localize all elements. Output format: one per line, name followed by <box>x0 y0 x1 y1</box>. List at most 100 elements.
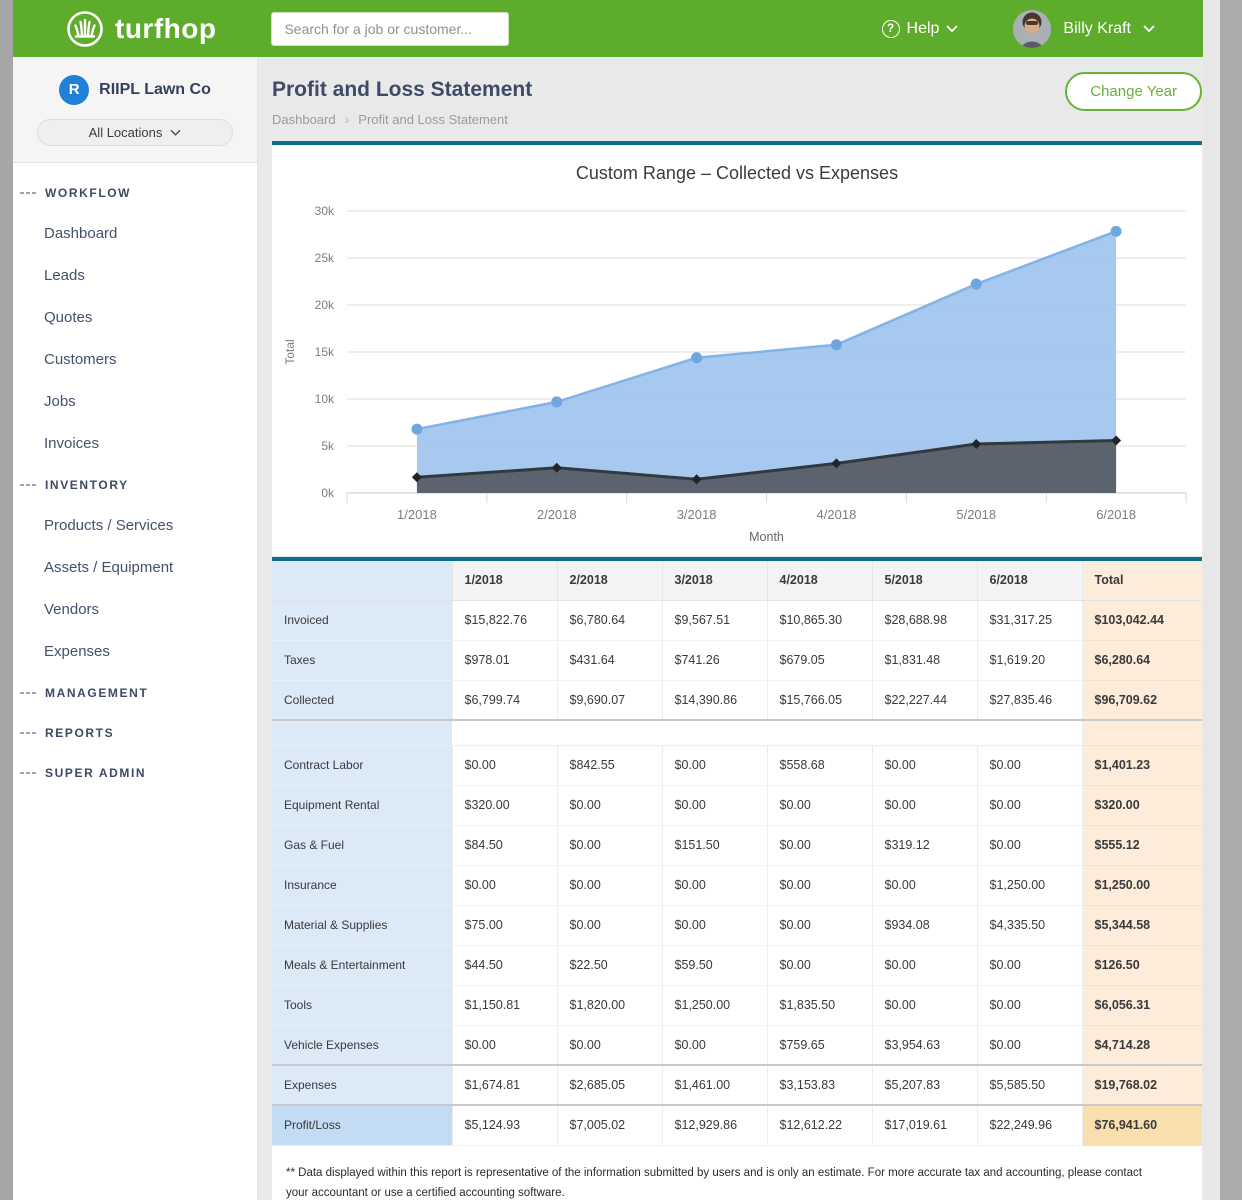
table-row-expenses: Expenses $1,674.81 $2,685.05 $1,461.00 $3,15… <box>272 1064 1202 1106</box>
collected-vs-expenses-chart: Custom Range – Collected vs Expenses 0k 5k… <box>283 163 1187 544</box>
table-cell: $0.00 <box>661 865 767 906</box>
nav-label: Assets / Equipment <box>44 559 174 576</box>
data-point-expenses <box>551 462 562 473</box>
main-content: Profit and Loss Statement Dashboard › Pr… <box>272 57 1202 1200</box>
column-header: 5/2018 <box>871 561 977 601</box>
row-label <box>272 719 452 746</box>
sidebar-item-invoices[interactable]: Invoices <box>13 423 257 465</box>
series-area-expenses <box>416 440 1117 493</box>
row-label: Gas & Fuel <box>272 825 452 866</box>
profit-loss-table-card: 1/2018 2/2018 3/2018 4/2018 5/2018 6/2018 Tota… <box>272 557 1202 1200</box>
sidebar-section-super-admin[interactable]: SUPER ADMIN <box>13 753 257 793</box>
y-axis-tick-label: 5k <box>321 439 335 453</box>
sidebar-item-vendors[interactable]: Vendors <box>13 589 257 631</box>
sidebar-item-customers[interactable]: Customers <box>13 339 257 381</box>
x-axis-tick-label: 5/2018 <box>956 507 996 522</box>
table-cell: $10,865.30 <box>766 600 872 641</box>
column-header: 4/2018 <box>766 561 872 601</box>
sidebar-section-inventory[interactable]: INVENTORY <box>13 465 257 505</box>
table-cell: $0.00 <box>976 785 1082 826</box>
sidebar-item-quotes[interactable]: Quotes <box>13 297 257 339</box>
table-cell: $1,674.81 <box>451 1064 557 1106</box>
table-cell: $14,390.86 <box>661 680 767 721</box>
table-cell: $22,249.96 <box>976 1104 1082 1146</box>
table-cell: $0.00 <box>766 825 872 866</box>
row-total: $126.50 <box>1081 945 1202 986</box>
scrollbar[interactable] <box>1220 0 1242 1200</box>
series-area-collected <box>416 231 1117 493</box>
data-point-collected <box>1110 225 1122 237</box>
table-cell: $0.00 <box>976 745 1082 786</box>
dashes-icon <box>20 772 36 774</box>
table-cell: $1,250.00 <box>661 985 767 1026</box>
table-header-row: 1/2018 2/2018 3/2018 4/2018 5/2018 6/2018 Tota… <box>272 561 1202 601</box>
row-label: Insurance <box>272 865 452 906</box>
table-cell: $84.50 <box>451 825 557 866</box>
table-cell: $1,831.48 <box>871 640 977 681</box>
nav-label: Products / Services <box>44 517 174 534</box>
table-cell: $22.50 <box>556 945 662 986</box>
corner-cell <box>272 561 452 601</box>
user-menu[interactable]: Billy Kraft <box>1013 9 1155 48</box>
nav-label: MANAGEMENT <box>45 686 149 700</box>
y-axis-tick-label: 25k <box>315 251 335 265</box>
table-row-vehicle-expenses: Vehicle Expenses $0.00 $0.00 $0.00 $759.65 $3… <box>272 1025 1202 1066</box>
table-cell: $15,822.76 <box>451 600 557 641</box>
sidebar-item-assets-equipment[interactable]: Assets / Equipment <box>13 547 257 589</box>
sidebar-nav: WORKFLOW Dashboard Leads Quotes Customers Job… <box>13 163 257 793</box>
data-point-collected <box>551 396 563 408</box>
data-point-collected <box>970 278 982 290</box>
breadcrumb-dashboard[interactable]: Dashboard <box>272 111 336 127</box>
sidebar-section-workflow[interactable]: WORKFLOW <box>13 173 257 213</box>
sidebar-section-reports[interactable]: REPORTS <box>13 713 257 753</box>
x-axis-tick-label: 3/2018 <box>677 507 717 522</box>
table-cell: $0.00 <box>976 825 1082 866</box>
sidebar-item-leads[interactable]: Leads <box>13 255 257 297</box>
y-axis-tick-label: 10k <box>315 392 335 406</box>
table-cell: $759.65 <box>766 1025 872 1066</box>
dashes-icon <box>20 192 36 194</box>
sidebar-item-expenses[interactable]: Expenses <box>13 631 257 673</box>
search-input[interactable] <box>271 11 510 46</box>
table-cell: $0.00 <box>976 945 1082 986</box>
x-axis-tick-label: 4/2018 <box>817 507 857 522</box>
table-row-tools: Tools $1,150.81 $1,820.00 $1,250.00 $1,835.5… <box>272 985 1202 1026</box>
table-row-taxes: Taxes $978.01 $431.64 $741.26 $679.05 $1,831.… <box>272 640 1202 681</box>
breadcrumb: Dashboard › Profit and Loss Statement <box>272 111 1202 127</box>
table-cell: $12,612.22 <box>766 1104 872 1146</box>
nav-label: Customers <box>44 351 117 368</box>
user-name: Billy Kraft <box>1063 19 1131 37</box>
table-row-material-supplies: Material & Supplies $75.00 $0.00 $0.00 $0.00… <box>272 905 1202 946</box>
table-cell: $5,124.93 <box>451 1104 557 1146</box>
y-axis-tick-label: 30k <box>315 204 335 218</box>
help-menu[interactable]: ? Help <box>881 19 959 38</box>
table-cell: $3,954.63 <box>871 1025 977 1066</box>
table-row-equipment-rental: Equipment Rental $320.00 $0.00 $0.00 $0.00 $0… <box>272 785 1202 826</box>
x-axis-tick-label: 6/2018 <box>1096 507 1136 522</box>
nav-label: Jobs <box>44 393 76 410</box>
sidebar-section-management[interactable]: MANAGEMENT <box>13 673 257 713</box>
table-cell: $0.00 <box>661 1025 767 1066</box>
sidebar-item-products-services[interactable]: Products / Services <box>13 505 257 547</box>
sidebar-item-jobs[interactable]: Jobs <box>13 381 257 423</box>
chevron-down-icon <box>170 129 181 136</box>
row-label: Equipment Rental <box>272 785 452 826</box>
dashes-icon <box>20 732 36 734</box>
breadcrumb-current: Profit and Loss Statement <box>358 111 508 127</box>
table-cell: $0.00 <box>556 1025 662 1066</box>
change-year-button[interactable]: Change Year <box>1065 72 1202 111</box>
sidebar-item-dashboard[interactable]: Dashboard <box>13 213 257 255</box>
nav-label: Leads <box>44 267 85 284</box>
series-line-expenses <box>416 438 1117 481</box>
table-cell: $0.00 <box>661 905 767 946</box>
column-header: 2/2018 <box>556 561 662 601</box>
nav-label: Expenses <box>44 643 110 660</box>
location-selector[interactable]: All Locations <box>37 119 233 146</box>
top-navigation-bar: turfhop ? Help Billy Kraft <box>13 0 1203 57</box>
row-label: Vehicle Expenses <box>272 1025 452 1066</box>
table-cell: $9,567.51 <box>661 600 767 641</box>
table-cell: $0.00 <box>766 905 872 946</box>
table-cell: $15,766.05 <box>766 680 872 721</box>
nav-label: Invoices <box>44 435 100 452</box>
turfhop-logo[interactable]: turfhop <box>65 9 216 49</box>
